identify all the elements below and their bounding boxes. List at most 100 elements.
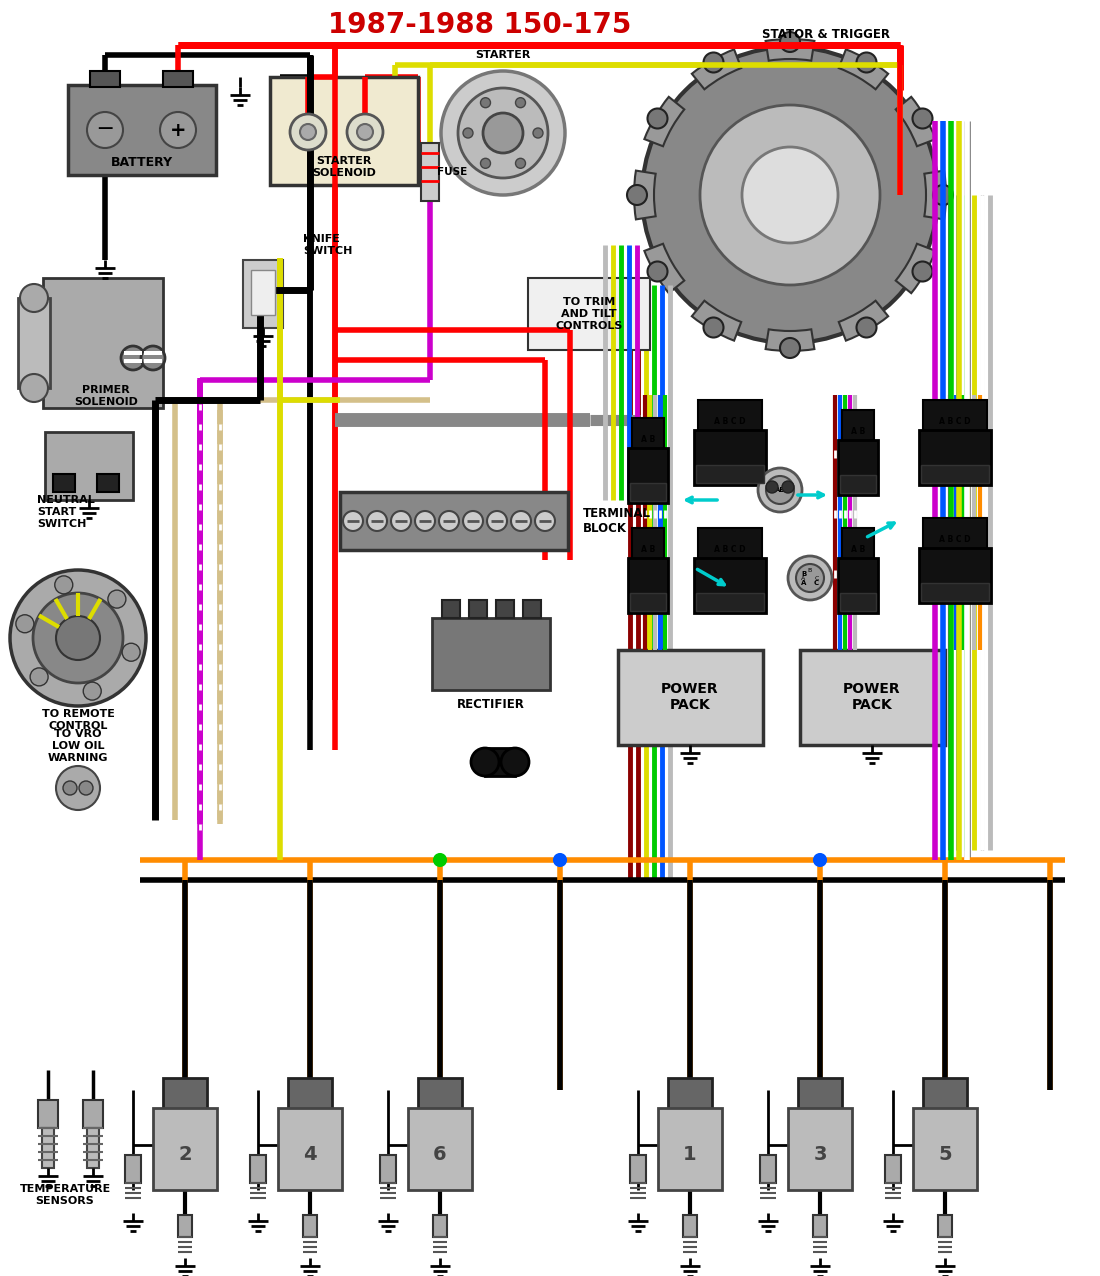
Text: NEUTRAL
START
SWITCH: NEUTRAL START SWITCH — [37, 495, 95, 528]
Bar — [302, 1215, 317, 1236]
Bar — [696, 593, 764, 611]
Bar — [43, 278, 163, 408]
Text: A B C D: A B C D — [939, 536, 970, 545]
Bar — [696, 464, 764, 484]
Circle shape — [648, 108, 668, 129]
Text: PRIMER
SOLENOID: PRIMER SOLENOID — [74, 385, 138, 407]
Bar — [288, 1078, 332, 1118]
Circle shape — [535, 510, 556, 531]
Text: 4: 4 — [304, 1146, 317, 1165]
Text: STARTER
SOLENOID: STARTER SOLENOID — [312, 156, 376, 177]
Circle shape — [500, 748, 529, 776]
Bar — [18, 299, 50, 388]
Circle shape — [481, 98, 491, 107]
Text: 1: 1 — [683, 1146, 696, 1165]
Circle shape — [780, 338, 800, 359]
Bar — [668, 1078, 712, 1118]
Bar — [153, 1108, 217, 1191]
Circle shape — [160, 112, 196, 148]
Bar — [278, 1108, 342, 1191]
Circle shape — [471, 748, 499, 776]
Circle shape — [346, 114, 383, 151]
Circle shape — [463, 510, 483, 531]
Bar — [522, 600, 541, 618]
Circle shape — [10, 570, 146, 706]
Text: B: B — [807, 568, 812, 573]
Bar — [528, 278, 650, 350]
Text: 3: 3 — [813, 1146, 827, 1165]
Circle shape — [534, 128, 543, 138]
Bar — [178, 1215, 192, 1236]
Bar — [250, 1155, 266, 1183]
Bar — [798, 1078, 842, 1118]
Circle shape — [766, 476, 794, 504]
Bar — [921, 464, 989, 484]
Bar — [923, 1078, 967, 1118]
Circle shape — [913, 108, 933, 129]
Bar — [496, 600, 514, 618]
Circle shape — [483, 114, 522, 153]
Circle shape — [141, 346, 165, 370]
Text: A B: A B — [851, 427, 865, 436]
Bar — [469, 600, 487, 618]
Bar — [632, 528, 664, 560]
Circle shape — [15, 615, 34, 633]
Wedge shape — [634, 171, 656, 219]
Bar — [144, 351, 162, 355]
Circle shape — [516, 158, 526, 168]
Bar — [913, 1108, 977, 1191]
Text: TO REMOTE
CONTROL: TO REMOTE CONTROL — [42, 709, 114, 731]
Text: A B C D: A B C D — [939, 417, 970, 426]
Circle shape — [63, 781, 77, 795]
Circle shape — [933, 185, 953, 205]
Circle shape — [358, 124, 373, 140]
Circle shape — [913, 262, 933, 282]
Wedge shape — [645, 244, 684, 293]
Circle shape — [512, 510, 531, 531]
Circle shape — [108, 590, 125, 609]
Circle shape — [857, 52, 877, 73]
Bar — [918, 547, 991, 604]
Circle shape — [20, 374, 48, 402]
Bar — [698, 528, 762, 560]
Text: RECTIFIER: RECTIFIER — [458, 698, 525, 712]
Bar — [698, 399, 762, 433]
Circle shape — [796, 564, 824, 592]
Text: TEMPERATURE
SENSORS: TEMPERATURE SENSORS — [20, 1184, 111, 1206]
Circle shape — [463, 128, 473, 138]
Circle shape — [554, 854, 566, 866]
Bar — [842, 528, 874, 560]
Circle shape — [33, 593, 123, 683]
Bar — [45, 433, 133, 500]
Wedge shape — [692, 301, 741, 341]
Bar — [923, 399, 987, 433]
Bar — [485, 748, 515, 776]
Wedge shape — [692, 50, 741, 89]
Text: A B C D: A B C D — [714, 417, 746, 426]
Text: FUSE: FUSE — [437, 167, 468, 177]
Bar — [144, 359, 162, 362]
Bar — [124, 359, 142, 362]
Bar — [788, 1108, 853, 1191]
Bar — [433, 1215, 447, 1236]
Wedge shape — [838, 301, 888, 341]
Text: +: + — [169, 120, 186, 139]
Text: C: C — [815, 575, 820, 581]
Circle shape — [84, 683, 101, 701]
Circle shape — [390, 510, 411, 531]
Circle shape — [55, 575, 73, 593]
Text: 6: 6 — [433, 1146, 447, 1165]
Wedge shape — [924, 171, 946, 219]
Bar — [243, 260, 283, 328]
Bar — [442, 600, 460, 618]
Circle shape — [56, 766, 100, 810]
Circle shape — [704, 318, 724, 337]
Circle shape — [704, 52, 724, 73]
Bar — [82, 1100, 103, 1128]
Bar — [840, 593, 876, 611]
Text: B: B — [802, 570, 806, 577]
Circle shape — [780, 32, 800, 52]
Circle shape — [857, 318, 877, 337]
Text: A B: A B — [851, 546, 865, 555]
Bar — [87, 1128, 99, 1168]
